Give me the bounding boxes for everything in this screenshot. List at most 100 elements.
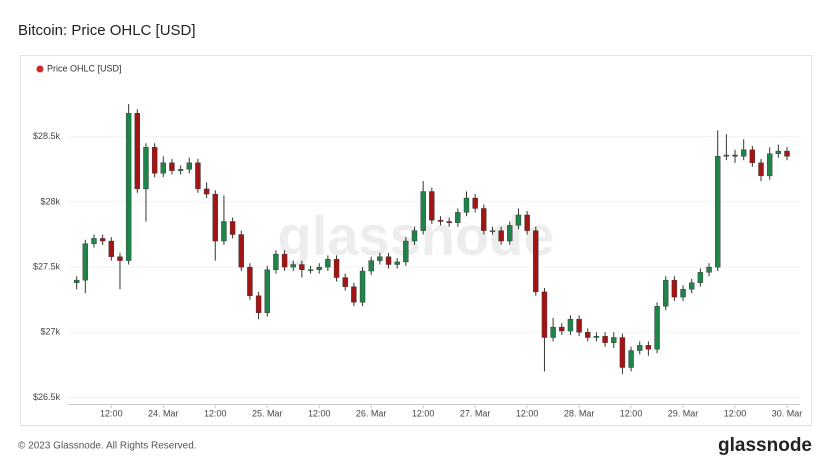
x-tick-label: 12:00 [204, 408, 227, 418]
y-tick-label: $28k [40, 196, 60, 206]
candle-body [732, 154, 738, 157]
candle-body [429, 191, 435, 221]
candle-body [619, 337, 626, 368]
candle-body [550, 326, 556, 338]
candle-body [533, 230, 539, 293]
candle-body [229, 221, 236, 235]
candle-body [221, 221, 227, 242]
candle-body [273, 253, 279, 270]
candle-body [715, 156, 721, 268]
candle-body [151, 146, 158, 174]
candle-body [316, 266, 322, 270]
candle-body [541, 291, 548, 338]
candle-body [775, 150, 782, 154]
candle-body [749, 149, 756, 164]
candle-body [359, 270, 366, 303]
y-tick-label: $26.5k [33, 392, 61, 402]
candle-body [238, 234, 244, 268]
candle-body [766, 153, 773, 177]
candle-body [784, 150, 790, 157]
candle-body [377, 256, 383, 261]
candle-body [91, 238, 97, 244]
candle-body [723, 154, 730, 157]
candle-body [117, 256, 123, 261]
candle-body [515, 214, 522, 226]
candle-body [169, 162, 175, 171]
x-tick-label: 12:00 [100, 408, 123, 418]
candle-body [602, 336, 608, 343]
candle-body [299, 264, 305, 270]
x-tick-label: 12:00 [412, 408, 435, 418]
candle-body [706, 266, 712, 273]
candle-body [740, 149, 747, 157]
candle-body [680, 289, 686, 298]
candle-body [446, 221, 452, 223]
candle-body [411, 230, 418, 242]
candle-body [325, 259, 331, 268]
candle-body [290, 264, 296, 268]
legend-marker [36, 65, 44, 73]
x-tick-label: 12:00 [308, 408, 331, 418]
candle-body [134, 113, 141, 190]
footer: © 2023 Glassnode. All Rights Reserved. [18, 441, 197, 452]
candle-body [671, 279, 678, 298]
candle-body [420, 191, 426, 231]
candle-body [689, 282, 695, 290]
candle-body [697, 272, 704, 283]
chart-title: Bitcoin: Price OHLC [USD] [18, 22, 196, 39]
candle-body [472, 197, 478, 209]
x-tick-label: 12:00 [724, 408, 747, 418]
candle-body [489, 230, 496, 232]
y-tick-label: $27k [40, 327, 60, 337]
candle-body [593, 336, 600, 338]
candle-body [195, 162, 201, 190]
candle-body [637, 345, 643, 351]
logo: glassnode [718, 435, 812, 456]
x-tick-label: 12:00 [620, 408, 643, 418]
candle-body [585, 332, 591, 338]
candle-body [351, 286, 357, 303]
candle-body [524, 214, 530, 231]
x-tick-label: 28. Mar [564, 408, 595, 418]
candle-body [611, 337, 617, 343]
candle-body [403, 240, 409, 263]
candle-body [177, 169, 184, 171]
candle-body [99, 238, 106, 242]
candle-body [507, 225, 513, 242]
candle-body [264, 269, 270, 313]
candle-body [481, 208, 487, 231]
candle-body [385, 256, 392, 265]
candle-body [455, 212, 461, 223]
candle-body [143, 146, 149, 190]
x-tick-label: 29. Mar [668, 408, 699, 418]
candle-body [368, 260, 374, 272]
candle-body [333, 259, 340, 278]
y-tick-label: $28.5k [33, 131, 61, 141]
candle-body [394, 261, 400, 265]
candle-body [559, 326, 565, 332]
candle-body [73, 279, 80, 283]
candle-body [576, 319, 582, 333]
plot-area: $26.5k $27k $27.5k $28k $28.5k 12:00 24. Mar 12… [33, 104, 802, 418]
candle-body [108, 240, 115, 257]
candle-body [307, 269, 314, 271]
candle-body [758, 162, 764, 177]
x-tick-label: 30. Mar [772, 408, 803, 418]
candle-body [82, 243, 89, 281]
candle-body [628, 350, 634, 368]
candle-body [203, 188, 210, 195]
candle-body [645, 345, 652, 350]
candle-body [342, 277, 348, 287]
candle-body [567, 319, 574, 332]
candle-body [463, 197, 470, 213]
x-tick-label: 24. Mar [148, 408, 179, 418]
candle-body [281, 253, 288, 268]
x-tick-label: 12:00 [516, 408, 539, 418]
candle-body [160, 162, 166, 174]
candle-body [186, 162, 192, 170]
candle-body [498, 230, 504, 242]
candle-body [255, 295, 262, 313]
candle-body [654, 306, 660, 350]
candle-body [663, 279, 669, 307]
